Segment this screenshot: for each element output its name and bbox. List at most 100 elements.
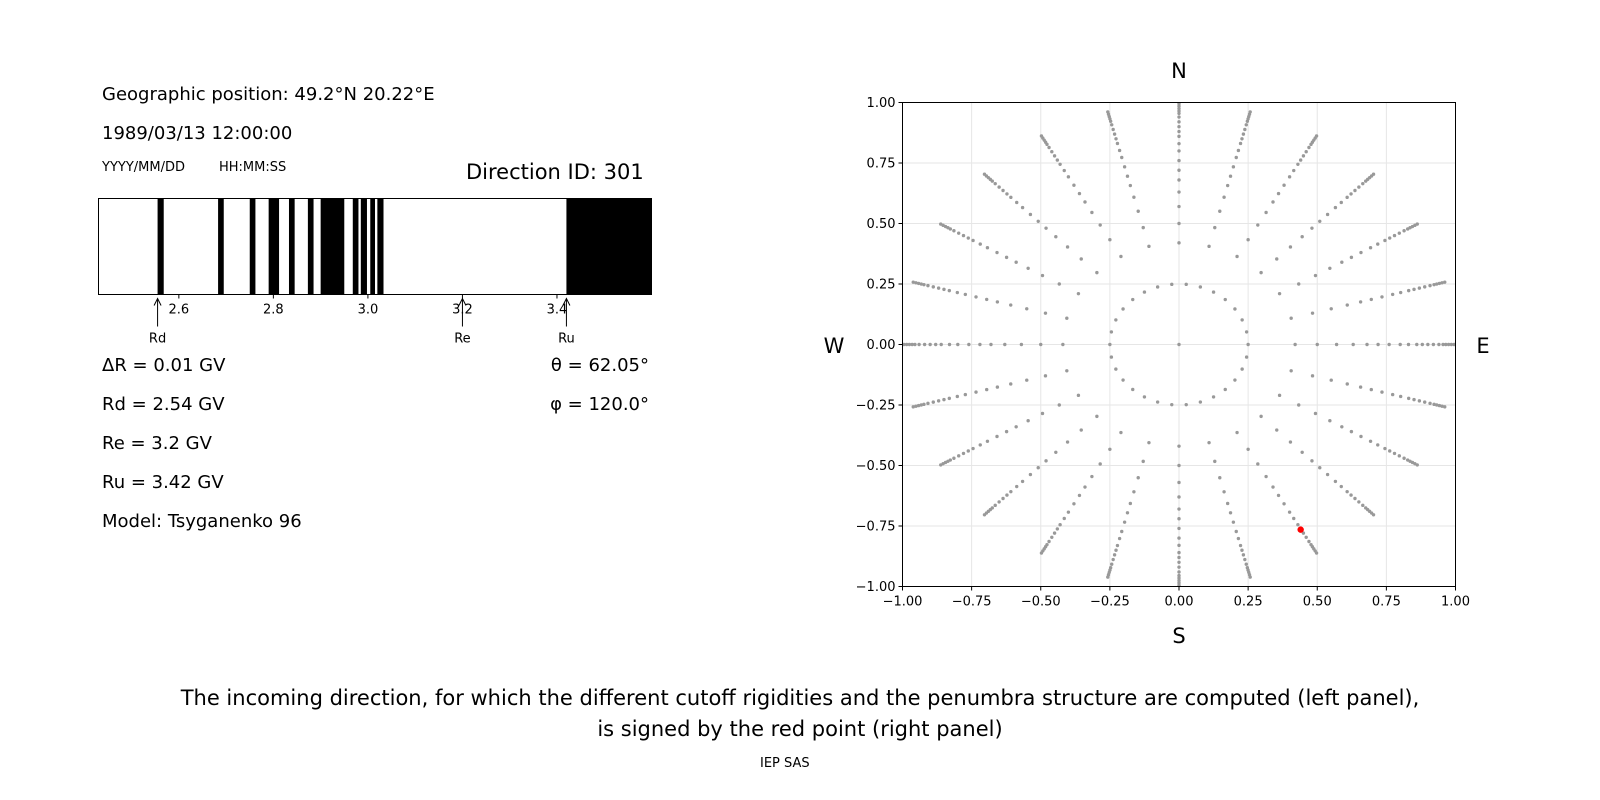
grid-point — [1028, 212, 1033, 217]
grid-point — [1256, 223, 1260, 227]
theta-value: θ = 62.05° — [550, 355, 649, 376]
grid-point — [1131, 297, 1135, 302]
grid-point — [1061, 342, 1065, 347]
grid-point — [1005, 192, 1009, 196]
grid-point — [1398, 394, 1403, 399]
grid-point — [1177, 565, 1181, 569]
grid-point — [1233, 307, 1237, 311]
x-tick-label: −0.25 — [1090, 595, 1130, 610]
grid-point — [1390, 392, 1395, 397]
grid-point — [1271, 200, 1275, 204]
south-label: S — [1172, 624, 1185, 648]
grid-point — [1120, 155, 1124, 160]
grid-point — [1119, 254, 1123, 259]
grid-point — [947, 342, 952, 347]
grid-point — [911, 280, 915, 284]
grid-point — [1390, 292, 1395, 297]
grid-point — [1446, 342, 1451, 347]
y-tick-label: −0.50 — [856, 459, 896, 474]
penumbra-band-5 — [307, 198, 314, 295]
grid-point — [1248, 110, 1252, 114]
grid-point — [1026, 266, 1030, 270]
grid-point — [1310, 459, 1314, 463]
grid-point — [1119, 430, 1123, 435]
grid-point — [1207, 440, 1211, 445]
grid-point — [1359, 250, 1363, 255]
grid-point — [1155, 400, 1160, 404]
grid-point — [1368, 246, 1373, 250]
grid-point — [1177, 576, 1181, 580]
grid-point — [1357, 185, 1361, 189]
grid-point — [1117, 536, 1122, 541]
x-tick-label: 0.00 — [1165, 595, 1194, 610]
grid-point — [1435, 403, 1439, 407]
grid-point — [1147, 440, 1151, 445]
grid-point — [1310, 374, 1315, 378]
grid-point — [1090, 474, 1094, 479]
grid-point — [993, 503, 997, 508]
grid-point — [1277, 291, 1282, 296]
grid-point — [1009, 382, 1013, 386]
grid-point — [942, 287, 946, 292]
grid-point — [1108, 447, 1112, 451]
grid-point — [1233, 378, 1237, 382]
grid-point — [1406, 342, 1411, 347]
grid-point — [1293, 342, 1297, 347]
grid-point — [993, 181, 997, 186]
grid-point — [1300, 234, 1304, 239]
grid-point — [1131, 387, 1135, 392]
grid-point — [1365, 342, 1369, 347]
grid-point — [1177, 158, 1181, 163]
grid-point — [1231, 165, 1236, 169]
grid-point — [1211, 395, 1216, 399]
grid-point — [1111, 127, 1115, 132]
grid-point — [1415, 463, 1419, 467]
grid-point — [1177, 517, 1181, 521]
grid-point — [1304, 149, 1308, 154]
grid-point — [926, 401, 930, 406]
grid-point — [1142, 290, 1147, 294]
penumbra-tick-label: 2.8 — [263, 303, 284, 318]
grid-point — [1125, 511, 1130, 515]
grid-point — [1184, 282, 1188, 287]
y-tick-label: 0.25 — [867, 278, 896, 293]
grid-point — [1234, 529, 1238, 534]
grid-point — [1358, 385, 1363, 389]
grid-point — [1110, 123, 1114, 127]
grid-point — [1423, 400, 1427, 404]
grid-point — [1287, 175, 1292, 179]
grid-point — [1177, 106, 1181, 111]
grid-point — [917, 342, 921, 347]
grid-point — [1314, 551, 1319, 555]
grid-point — [1443, 280, 1447, 284]
grid-point — [1015, 484, 1019, 489]
grid-point — [995, 385, 1000, 389]
grid-point — [1098, 223, 1102, 227]
grid-point — [963, 392, 968, 397]
grid-point — [985, 297, 989, 302]
grid-point — [1259, 414, 1263, 419]
grid-point — [1004, 429, 1009, 434]
grid-point — [1310, 226, 1314, 230]
grid-point — [1297, 282, 1301, 286]
grid-point — [1043, 311, 1048, 315]
grid-point — [1009, 195, 1013, 200]
caption-line-1: The incoming direction, for which the di… — [180, 686, 1420, 710]
caption-line-2: is signed by the red point (right panel) — [597, 717, 1003, 741]
penumbra-band-10 — [377, 198, 384, 295]
grid-point — [1128, 183, 1133, 188]
x-tick-label: 1.00 — [1441, 595, 1470, 610]
penumbra-band-9 — [370, 198, 375, 295]
grid-point — [1334, 342, 1339, 347]
grid-point — [910, 342, 914, 347]
grid-point — [1222, 490, 1226, 494]
grid-point — [1177, 104, 1181, 108]
grid-point — [1177, 550, 1181, 555]
grid-point — [1058, 162, 1062, 166]
grid-point — [1329, 307, 1333, 311]
marker-ru-label: Ru — [558, 332, 575, 347]
grid-point — [1264, 474, 1268, 479]
grid-point — [1039, 551, 1044, 555]
direction-id: Direction ID: 301 — [466, 160, 644, 184]
grid-point — [1106, 110, 1110, 114]
